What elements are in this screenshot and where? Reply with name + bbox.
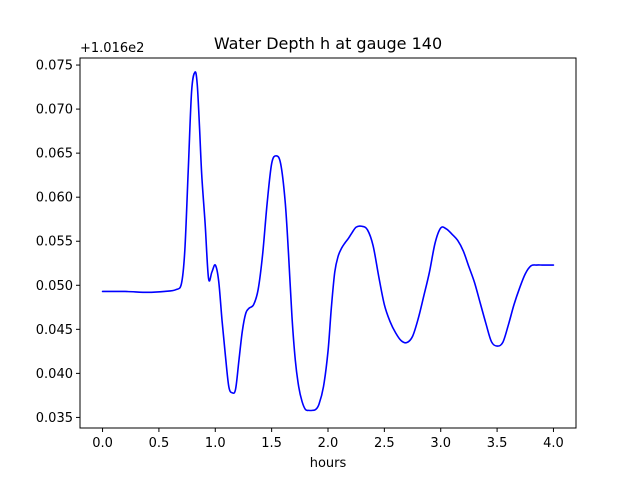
x-tick-label: 0.0 xyxy=(92,436,113,451)
y-tick-label: 0.040 xyxy=(36,367,73,382)
x-tick-label: 1.5 xyxy=(261,436,282,451)
chart-title: Water Depth h at gauge 140 xyxy=(214,34,442,53)
y-tick-label: 0.075 xyxy=(36,59,73,74)
x-tick-label: 1.0 xyxy=(205,436,226,451)
y-tick-label: 0.070 xyxy=(36,103,73,118)
x-tick-label: 4.0 xyxy=(543,436,564,451)
x-tick-label: 0.5 xyxy=(149,436,170,451)
x-tick-label: 3.0 xyxy=(430,436,451,451)
y-axis: 0.035 0.040 0.045 0.050 0.055 0.060 0.065 0.070… xyxy=(36,59,80,426)
x-tick-label: 2.0 xyxy=(318,436,339,451)
series-layer xyxy=(101,71,555,412)
y-tick-label: 0.060 xyxy=(36,191,73,206)
x-axis: 0.0 0.5 1.0 1.5 2.0 2.5 3.0 3.5 4.0 xyxy=(92,428,564,451)
series-line-0 xyxy=(101,71,555,412)
y-tick-label: 0.045 xyxy=(36,323,73,338)
y-offset-text: +1.016e2 xyxy=(80,41,144,56)
y-tick-label: 0.035 xyxy=(36,411,73,426)
x-axis-label: hours xyxy=(310,456,347,471)
y-tick-label: 0.055 xyxy=(36,235,73,250)
x-tick-label: 3.5 xyxy=(487,436,508,451)
y-tick-label: 0.050 xyxy=(36,279,73,294)
x-tick-label: 2.5 xyxy=(374,436,395,451)
y-tick-label: 0.065 xyxy=(36,147,73,162)
